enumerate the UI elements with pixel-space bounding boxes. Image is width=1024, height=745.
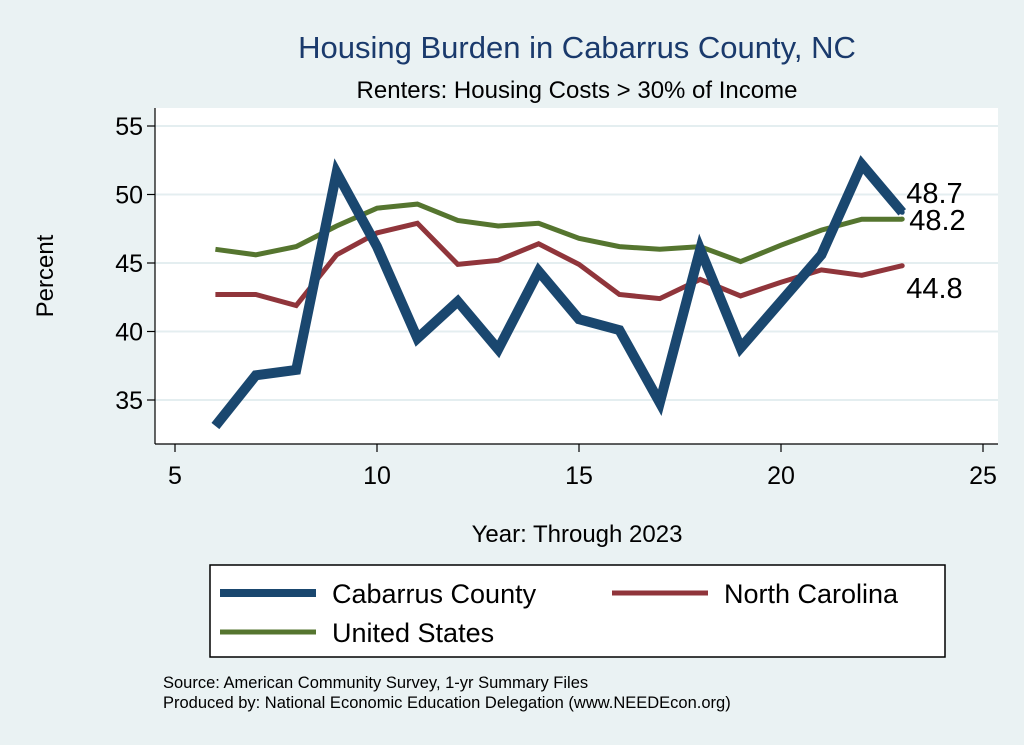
source-note: Source: American Community Survey, 1-yr … — [163, 674, 588, 692]
x-tick-label-5: 5 — [168, 462, 182, 490]
end-label-cabarrus-county: 48.7 — [906, 178, 962, 210]
y-tick-label-35: 35 — [115, 387, 143, 415]
end-label-united-states: 48.2 — [909, 205, 965, 237]
legend-box — [209, 564, 946, 658]
y-tick-label-50: 50 — [115, 182, 143, 210]
end-point-united-states — [899, 216, 905, 222]
legend-label-north-carolina: North Carolina — [724, 579, 899, 609]
series-line-cabarrus-county — [211, 155, 907, 430]
end-point-north-carolina — [899, 263, 905, 269]
chart-title: Housing Burden in Cabarrus County, NC — [298, 30, 856, 65]
producer-note: Produced by: National Economic Education… — [163, 694, 731, 712]
y-axis-title: Percent — [32, 234, 59, 317]
x-tick-label-25: 25 — [969, 462, 997, 490]
y-tick-label-55: 55 — [115, 113, 143, 141]
end-label-north-carolina: 44.8 — [906, 273, 962, 305]
x-tick-label-15: 15 — [565, 462, 593, 490]
plot-area — [155, 108, 998, 444]
series-line-north-carolina — [215, 220, 903, 309]
x-axis-title: Year: Through 2023 — [472, 521, 683, 548]
legend-label-united-states: United States — [332, 618, 494, 648]
legend: Cabarrus County North Carolina United St… — [209, 564, 946, 658]
x-tick-label-10: 10 — [363, 462, 391, 490]
series — [211, 155, 907, 430]
end-point-cabarrus-county — [899, 209, 905, 215]
end-labels: 48.7 44.8 48.2 — [906, 178, 965, 305]
legend-label-cabarrus: Cabarrus County — [332, 579, 537, 609]
x-tick-label-20: 20 — [767, 462, 795, 490]
y-tick-label-45: 45 — [115, 250, 143, 278]
y-tick-label-40: 40 — [115, 319, 143, 347]
chart-subtitle: Renters: Housing Costs > 30% of Income — [357, 77, 798, 104]
